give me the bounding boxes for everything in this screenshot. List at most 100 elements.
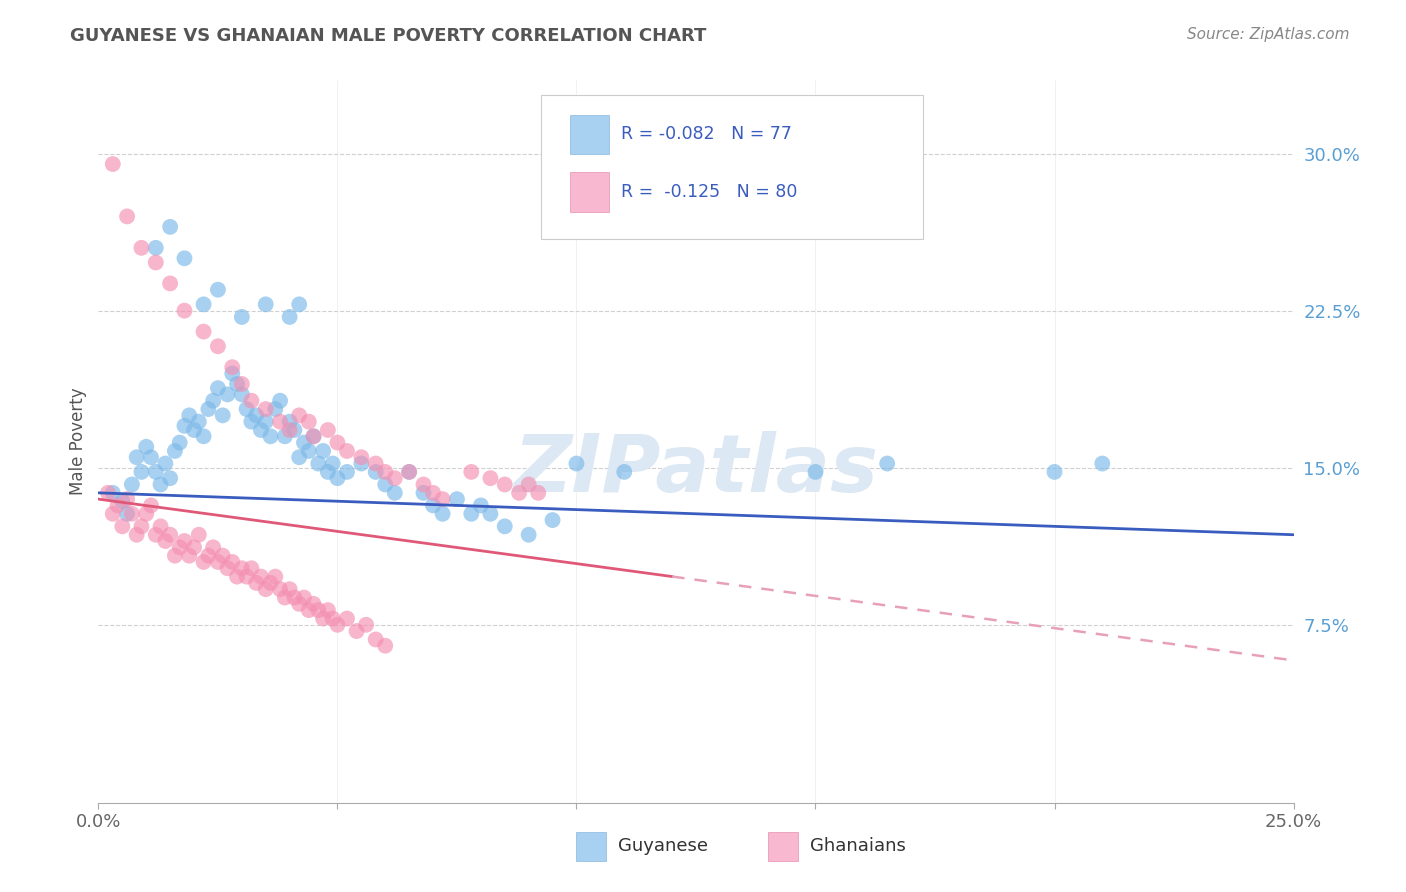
Point (169, 541, 191, 555)
Point (254, 582, 277, 597)
Point (245, 575, 267, 590)
Point (211, 549, 233, 563)
Y-axis label: Male Poverty: Male Poverty (69, 388, 87, 495)
Bar (571, 114, 609, 154)
Point (254, 415, 277, 429)
Point (101, 486, 124, 500)
Point (517, 527, 540, 541)
Point (264, 402, 287, 417)
Point (298, 415, 321, 429)
Point (364, 465, 387, 479)
Point (111, 494, 134, 508)
Point (240, 393, 263, 408)
Point (298, 603, 321, 617)
Point (145, 255, 167, 269)
Point (1043, 465, 1066, 479)
Point (197, 549, 219, 563)
Point (302, 429, 325, 443)
Point (283, 591, 305, 605)
Point (292, 435, 315, 450)
Point (131, 519, 153, 533)
Point (226, 376, 249, 391)
Point (187, 415, 209, 429)
Point (398, 465, 420, 479)
Point (479, 471, 502, 485)
Point (125, 527, 148, 541)
Point (159, 219, 181, 234)
Point (221, 367, 243, 381)
Point (217, 387, 239, 401)
Point (422, 499, 444, 513)
Point (179, 549, 201, 563)
Bar (571, 172, 609, 212)
Point (316, 423, 339, 437)
Point (221, 555, 243, 569)
Point (169, 435, 191, 450)
Point (269, 582, 291, 597)
Point (101, 507, 124, 521)
Point (326, 435, 349, 450)
Point (135, 440, 157, 454)
Point (173, 303, 195, 318)
Point (527, 486, 550, 500)
Point (145, 527, 167, 541)
Text: ZIPatlas: ZIPatlas (513, 432, 879, 509)
Point (364, 457, 387, 471)
Point (159, 527, 181, 541)
Text: GUYANESE VS GHANAIAN MALE POVERTY CORRELATION CHART: GUYANESE VS GHANAIAN MALE POVERTY CORREL… (70, 27, 707, 45)
Point (155, 457, 177, 471)
Point (479, 507, 502, 521)
Point (197, 402, 219, 417)
Point (494, 519, 516, 533)
Point (460, 465, 482, 479)
Point (145, 465, 167, 479)
Point (207, 283, 229, 297)
Point (101, 157, 124, 171)
Point (354, 617, 377, 632)
Point (155, 534, 177, 549)
Point (207, 381, 229, 395)
Point (173, 252, 195, 266)
Point (139, 499, 162, 513)
Bar (576, 831, 606, 861)
Point (1330, 527, 1353, 541)
Point (163, 549, 186, 563)
Point (231, 310, 253, 324)
Point (876, 457, 898, 471)
Point (250, 423, 273, 437)
Point (97, 486, 120, 500)
Point (231, 561, 253, 575)
Point (336, 611, 359, 625)
Text: Ghanaians: Ghanaians (810, 838, 905, 855)
Point (107, 499, 129, 513)
Point (173, 418, 195, 433)
Point (269, 393, 291, 408)
Point (422, 486, 444, 500)
Point (446, 492, 468, 507)
Point (460, 507, 482, 521)
Point (131, 465, 153, 479)
Point (235, 402, 257, 417)
Point (302, 429, 325, 443)
Point (322, 611, 344, 625)
Point (193, 429, 215, 443)
Point (131, 241, 153, 255)
Point (207, 339, 229, 353)
Point (179, 409, 201, 423)
Point (494, 477, 516, 491)
Point (804, 465, 827, 479)
Point (245, 409, 267, 423)
Point (115, 507, 138, 521)
Point (235, 569, 257, 583)
Point (269, 415, 291, 429)
Point (326, 617, 349, 632)
Point (517, 477, 540, 491)
Point (231, 387, 253, 401)
Point (541, 513, 564, 527)
Point (374, 465, 396, 479)
Point (211, 409, 233, 423)
Point (193, 325, 215, 339)
Point (278, 310, 301, 324)
Text: Guyanese: Guyanese (619, 838, 709, 855)
Point (187, 527, 209, 541)
